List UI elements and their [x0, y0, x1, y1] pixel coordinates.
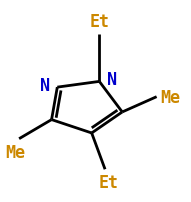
Text: N: N — [40, 77, 50, 95]
Text: Et: Et — [89, 13, 109, 31]
Text: Et: Et — [99, 173, 119, 191]
Text: Me: Me — [160, 88, 180, 106]
Text: N: N — [107, 71, 117, 89]
Text: Me: Me — [5, 143, 25, 161]
